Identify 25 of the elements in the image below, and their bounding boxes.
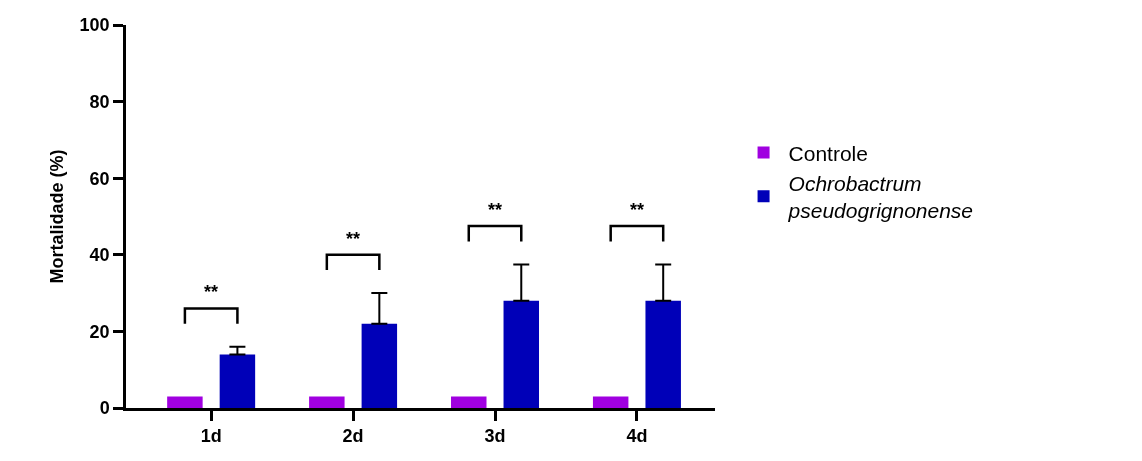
legend-label: Controle xyxy=(788,141,868,165)
bar xyxy=(592,396,629,408)
y-tick-label: 80 xyxy=(89,91,110,112)
y-tick-label: 20 xyxy=(89,321,110,342)
annotation: ** xyxy=(488,200,503,220)
y-tick-label: 40 xyxy=(89,245,110,266)
legend-label: Ochrobactrum pseudogrignonense xyxy=(787,171,974,223)
annotation: ** xyxy=(346,229,361,249)
bar xyxy=(645,300,681,408)
annotation: ** xyxy=(204,282,219,302)
annotation: ** xyxy=(630,200,645,220)
y-tick-label: 100 xyxy=(79,15,110,36)
x-tick-label: 3d xyxy=(484,426,506,447)
x-tick-label: 1d xyxy=(200,426,222,447)
x-tick-label: 2d xyxy=(342,426,364,447)
bar xyxy=(361,323,398,408)
y-tick-label: 0 xyxy=(99,398,110,419)
bar xyxy=(219,354,256,408)
bar xyxy=(309,396,345,408)
bar xyxy=(451,396,487,408)
x-tick-label: 4d xyxy=(626,426,648,447)
bar xyxy=(503,300,540,408)
y-tick-label: 60 xyxy=(89,168,110,189)
y-axis-title: Mortalidade (%) xyxy=(46,149,67,284)
bar xyxy=(167,396,203,408)
